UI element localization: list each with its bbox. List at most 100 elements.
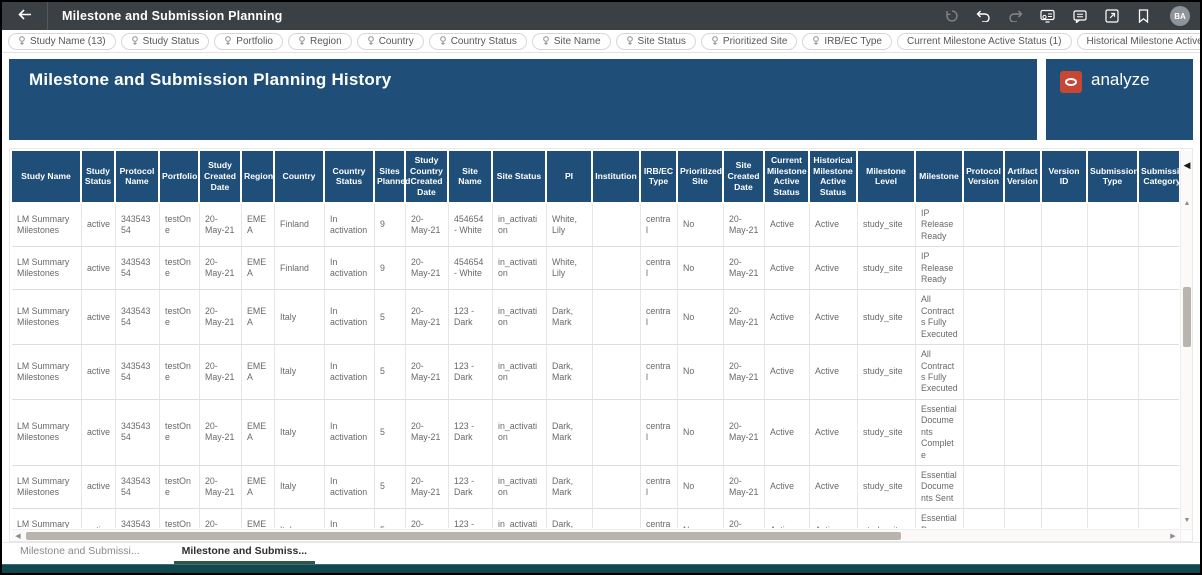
column-header[interactable]: Study Name [12, 151, 82, 204]
scroll-right-icon[interactable]: ▶ [1170, 533, 1176, 540]
table-cell[interactable]: 20-May-21 [406, 203, 449, 248]
table-cell[interactable]: 20-May-21 [200, 465, 242, 510]
column-header[interactable]: Country [275, 151, 325, 204]
column-header[interactable]: Study Country Created Date [406, 151, 449, 204]
table-cell[interactable]: 34354354 [116, 399, 160, 466]
table-cell[interactable]: testOne [160, 399, 200, 466]
table-cell[interactable] [1139, 345, 1179, 400]
table-cell[interactable]: in_activation [493, 465, 547, 510]
table-cell[interactable]: Active [810, 345, 858, 400]
table-cell[interactable]: Finland [275, 203, 325, 248]
table-cell[interactable]: EMEA [242, 247, 275, 291]
undo-icon[interactable] [976, 9, 991, 24]
table-cell[interactable]: 123 - Dark [449, 290, 493, 346]
table-cell[interactable]: 454654 - White [449, 247, 493, 291]
table-cell[interactable] [1005, 203, 1042, 248]
back-button[interactable] [2, 2, 48, 30]
filter-chip[interactable]: Site Name [531, 32, 611, 50]
column-header[interactable]: Protocol Version [964, 151, 1005, 204]
table-cell[interactable]: study_site [858, 465, 916, 510]
table-cell[interactable]: Dark, Mark [547, 399, 593, 466]
table-cell[interactable]: active [82, 509, 116, 528]
table-cell[interactable]: Active [810, 509, 858, 528]
table-cell[interactable]: in_activation [493, 290, 547, 346]
filter-chip[interactable]: IRB/EC Type [802, 32, 892, 50]
table-cell[interactable]: testOne [160, 509, 200, 528]
table-cell[interactable] [1088, 465, 1139, 510]
filter-chip[interactable]: Study Name (13) [8, 32, 116, 50]
column-header[interactable]: Historical Milestone Active Status [810, 151, 858, 204]
table-cell[interactable] [1088, 203, 1139, 248]
table-cell[interactable] [1005, 247, 1042, 291]
table-cell[interactable]: testOne [160, 465, 200, 510]
table-cell[interactable] [1042, 247, 1088, 291]
table-cell[interactable]: testOne [160, 290, 200, 346]
table-cell[interactable]: study_site [858, 399, 916, 466]
table-cell[interactable]: 20-May-21 [724, 203, 765, 248]
table-cell[interactable]: EMEA [242, 509, 275, 528]
table-cell[interactable]: 20-May-21 [406, 465, 449, 510]
table-cell[interactable]: 5 [375, 509, 406, 528]
filter-chip[interactable]: Site Status [615, 32, 696, 50]
table-cell[interactable]: 5 [375, 465, 406, 510]
present-icon[interactable] [1040, 9, 1055, 24]
table-cell[interactable]: 20-May-21 [406, 509, 449, 528]
table-cell[interactable]: IP Release Ready [916, 247, 964, 291]
table-cell[interactable] [1042, 345, 1088, 400]
table-cell[interactable]: 9 [375, 247, 406, 291]
table-cell[interactable]: LM Summary Milestones [12, 399, 82, 466]
table-cell[interactable]: No [678, 509, 724, 528]
column-header[interactable]: Submission Type [1088, 151, 1139, 204]
table-cell[interactable] [1088, 247, 1139, 291]
open-window-icon[interactable] [1104, 9, 1119, 24]
column-header[interactable]: Institution [593, 151, 641, 204]
table-cell[interactable]: EMEA [242, 345, 275, 400]
filter-chip[interactable]: Portfolio [214, 32, 283, 50]
column-header[interactable]: Milestone Level [858, 151, 916, 204]
table-cell[interactable] [1088, 290, 1139, 346]
table-cell[interactable]: 34354354 [116, 203, 160, 248]
table-cell[interactable]: LM Summary Milestones [12, 509, 82, 528]
column-header[interactable]: Region [242, 151, 275, 204]
table-cell[interactable]: central [641, 399, 678, 466]
history-icon[interactable] [944, 9, 959, 24]
column-header[interactable]: Study Created Date [200, 151, 242, 204]
table-cell[interactable]: EMEA [242, 290, 275, 346]
table-cell[interactable]: in_activation [493, 399, 547, 466]
column-header[interactable]: Artifact Version [1005, 151, 1042, 204]
table-cell[interactable] [964, 345, 1005, 400]
table-cell[interactable] [1139, 509, 1179, 528]
table-cell[interactable] [593, 465, 641, 510]
table-cell[interactable]: Active [810, 465, 858, 510]
table-cell[interactable]: Dark, Mark [547, 465, 593, 510]
table-cell[interactable]: In activation [325, 345, 375, 400]
table-cell[interactable]: All Contracts Fully Executed [916, 290, 964, 346]
table-cell[interactable]: In activation [325, 290, 375, 346]
table-cell[interactable]: central [641, 509, 678, 528]
table-cell[interactable]: In activation [325, 509, 375, 528]
table-cell[interactable] [1005, 399, 1042, 466]
table-cell[interactable]: 5 [375, 345, 406, 400]
table-cell[interactable]: In activation [325, 399, 375, 466]
filter-chip[interactable]: Prioritized Site [700, 32, 798, 50]
table-cell[interactable] [1088, 509, 1139, 528]
table-cell[interactable]: study_site [858, 345, 916, 400]
table-cell[interactable]: Active [765, 345, 810, 400]
table-cell[interactable] [1139, 290, 1179, 346]
column-header[interactable]: Site Status [493, 151, 547, 204]
table-cell[interactable]: study_site [858, 290, 916, 346]
table-cell[interactable]: EMEA [242, 465, 275, 510]
table-cell[interactable] [964, 509, 1005, 528]
table-cell[interactable]: 20-May-21 [200, 290, 242, 346]
column-header[interactable]: Country Status [325, 151, 375, 204]
table-cell[interactable]: 454654 - White [449, 203, 493, 248]
table-cell[interactable]: Active [810, 399, 858, 466]
table-cell[interactable]: Italy [275, 290, 325, 346]
table-cell[interactable]: Active [765, 465, 810, 510]
table-cell[interactable]: 34354354 [116, 247, 160, 291]
table-cell[interactable]: LM Summary Milestones [12, 290, 82, 346]
table-cell[interactable]: Active [810, 290, 858, 346]
column-header[interactable]: Study Status [82, 151, 116, 204]
table-cell[interactable]: 20-May-21 [724, 399, 765, 466]
table-cell[interactable]: 20-May-21 [200, 247, 242, 291]
